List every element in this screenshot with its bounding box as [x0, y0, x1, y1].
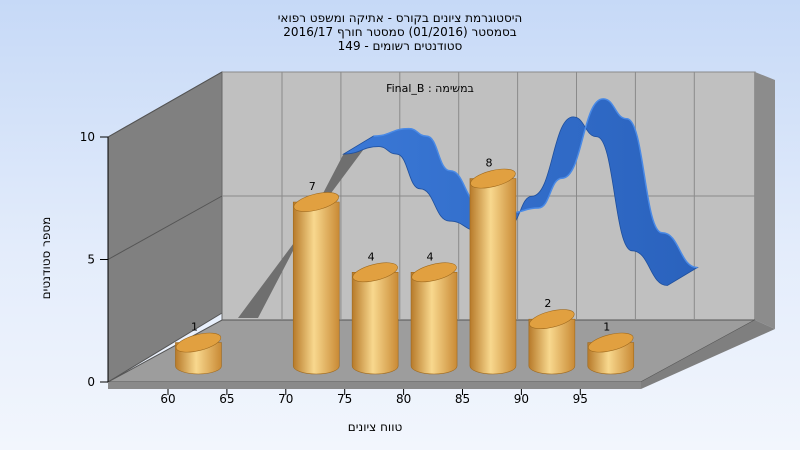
y-tick-label: 5: [87, 253, 95, 267]
bar-70-75: [292, 192, 340, 375]
y-tick-label: 10: [80, 130, 95, 144]
bars: [175, 168, 635, 375]
data-labels: 1 7 4 4 8 2 1: [191, 157, 610, 334]
curve-edge: [373, 98, 698, 269]
data-label: 8: [485, 157, 492, 170]
bar-60-65: [175, 332, 222, 375]
bar-95-100: [587, 332, 635, 375]
title-line-3: סטודנטים רשומים - 149: [338, 39, 463, 53]
data-label: 2: [544, 297, 551, 310]
bar-top: [293, 192, 339, 212]
y-tick-label: 0: [87, 375, 95, 389]
bar-body: [351, 271, 399, 375]
x-tick-label: 60: [160, 392, 175, 406]
data-label: 4: [427, 250, 434, 263]
data-label: 7: [309, 180, 316, 193]
bar-body: [469, 178, 517, 375]
bar-85-90: [469, 168, 517, 375]
x-tick-label: 80: [396, 392, 411, 406]
data-label: 4: [368, 250, 375, 263]
x-tick-label: 75: [337, 392, 352, 406]
x-axis-title: טווח ציונים: [348, 420, 403, 434]
x-tick-label: 90: [514, 392, 529, 406]
bar-80-85: [410, 262, 458, 375]
bar-body: [292, 201, 340, 375]
data-label: 1: [191, 321, 198, 334]
grid-line-side: [107, 71, 223, 138]
floor-right-face: [641, 320, 775, 389]
bar-top: [175, 332, 222, 353]
bar-top: [352, 262, 398, 283]
bar-75-80: [351, 262, 399, 375]
x-tick-label: 95: [573, 392, 588, 406]
grid-line-side: [107, 195, 223, 260]
bar-90-95: [528, 309, 576, 375]
data-label: 1: [603, 321, 610, 334]
chart-title: היסטוגרמת ציונים בקורס - אתיקה ומשפט רפו…: [278, 11, 523, 53]
floor-edge: [108, 382, 641, 389]
title-line-1: היסטוגרמת ציונים בקורס - אתיקה ומשפט רפו…: [278, 11, 523, 25]
bar-top: [411, 262, 457, 283]
task-subtitle: Final_B : במשימה: [386, 82, 474, 95]
bar-top: [588, 332, 634, 353]
bar-body: [528, 318, 576, 375]
axes: 0 5 10 60 65 70 75 80 85 90 95: [80, 130, 588, 406]
back-wall-depth: [755, 72, 775, 329]
bar-top: [529, 309, 575, 329]
x-tick-label: 65: [219, 392, 234, 406]
bar-body: [410, 271, 458, 375]
x-tick-label: 70: [278, 392, 293, 406]
bar-top: [470, 168, 516, 189]
y-axis-title: מספר סטודנטים: [39, 217, 53, 300]
title-line-2: בסמסטר (01/2016) סמסטר חורף 2016/17: [283, 25, 516, 39]
x-tick-label: 85: [455, 392, 470, 406]
